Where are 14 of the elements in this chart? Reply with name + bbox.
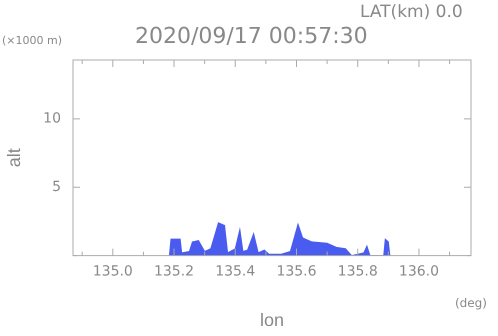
text: LAT(km) 0.0: [360, 2, 463, 22]
y-tick-label: 10: [43, 110, 61, 126]
chart-title: 2020/09/17 00:57:30: [135, 24, 368, 49]
x-axis-title: lon: [260, 310, 284, 330]
x-tick-label: 135.4: [215, 264, 256, 280]
text: (deg): [455, 296, 487, 310]
x-tick-label: 135.8: [338, 264, 378, 280]
x-tick-label: 136.0: [398, 264, 439, 280]
y-tick-label: 5: [52, 178, 61, 195]
x-tick-label: 135.2: [154, 264, 194, 280]
y-axis-title: alt: [4, 148, 24, 168]
text: (×1000 m): [2, 34, 62, 47]
x-tick-label: 135.0: [92, 264, 133, 280]
x-tick-label: 135.6: [276, 264, 317, 280]
